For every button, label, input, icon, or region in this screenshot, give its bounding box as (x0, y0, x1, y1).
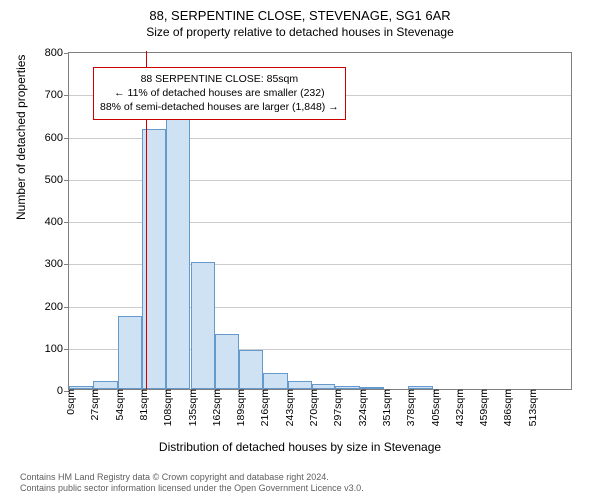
footer-line-2: Contains public sector information licen… (20, 483, 580, 494)
histogram-bar (191, 262, 215, 389)
y-tick-mark (64, 307, 69, 308)
y-tick-mark (64, 222, 69, 223)
footer-line-1: Contains HM Land Registry data © Crown c… (20, 472, 580, 483)
x-tick-label: 27sqm (85, 389, 101, 421)
plot-area: 01002003004005006007008000sqm27sqm54sqm8… (68, 52, 572, 390)
callout-line: ← 11% of detached houses are smaller (23… (100, 86, 339, 100)
callout-line: 88% of semi-detached houses are larger (… (100, 100, 339, 114)
x-tick-label: 162sqm (207, 389, 223, 426)
y-tick-mark (64, 53, 69, 54)
y-tick-mark (64, 180, 69, 181)
x-axis-label: Distribution of detached houses by size … (0, 440, 600, 454)
histogram-bar (118, 316, 142, 389)
histogram-bar (263, 373, 287, 389)
x-tick-label: 513sqm (523, 389, 539, 426)
x-tick-label: 432sqm (450, 389, 466, 426)
x-tick-label: 486sqm (498, 389, 514, 426)
y-tick-mark (64, 95, 69, 96)
footer-attribution: Contains HM Land Registry data © Crown c… (20, 472, 580, 495)
y-tick-mark (64, 264, 69, 265)
x-tick-label: 243sqm (280, 389, 296, 426)
chart-subtitle: Size of property relative to detached ho… (0, 23, 600, 39)
y-axis-label: Number of detached properties (14, 55, 28, 220)
x-tick-label: 0sqm (61, 389, 77, 415)
x-tick-label: 351sqm (377, 389, 393, 426)
y-tick-mark (64, 349, 69, 350)
chart-title: 88, SERPENTINE CLOSE, STEVENAGE, SG1 6AR (0, 0, 600, 23)
y-tick-mark (64, 138, 69, 139)
histogram-bar (166, 111, 190, 389)
callout-line: 88 SERPENTINE CLOSE: 85sqm (100, 72, 339, 86)
callout-box: 88 SERPENTINE CLOSE: 85sqm← 11% of detac… (93, 67, 346, 120)
x-tick-label: 54sqm (110, 389, 126, 421)
histogram-bar (215, 334, 239, 389)
x-tick-label: 405sqm (426, 389, 442, 426)
x-tick-label: 270sqm (304, 389, 320, 426)
x-tick-label: 189sqm (231, 389, 247, 426)
x-tick-label: 108sqm (158, 389, 174, 426)
x-tick-label: 459sqm (474, 389, 490, 426)
x-tick-label: 81sqm (134, 389, 150, 421)
x-tick-label: 378sqm (401, 389, 417, 426)
x-tick-label: 216sqm (255, 389, 271, 426)
histogram-bar (239, 350, 263, 389)
x-tick-label: 324sqm (353, 389, 369, 426)
histogram-bar (288, 381, 312, 389)
x-tick-label: 135sqm (183, 389, 199, 426)
x-tick-label: 297sqm (328, 389, 344, 426)
